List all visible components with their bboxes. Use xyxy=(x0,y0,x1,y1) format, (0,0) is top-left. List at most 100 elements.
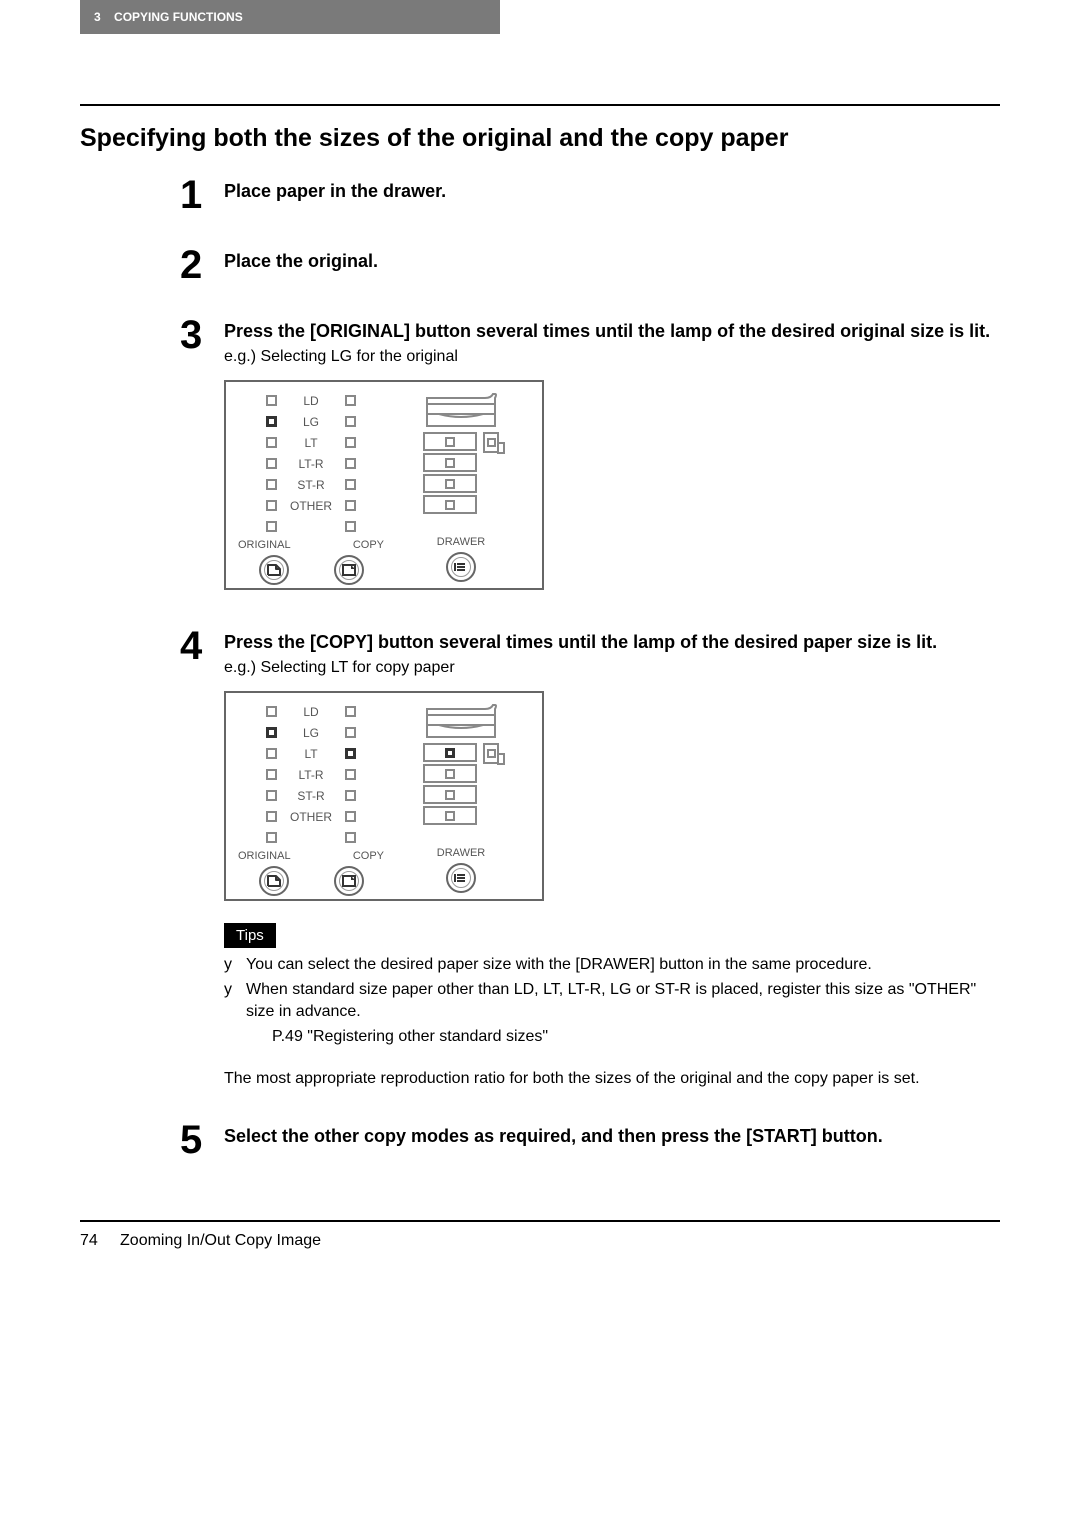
drawer-lamp xyxy=(445,500,455,510)
original-lamp xyxy=(266,727,277,738)
drawer-lamp xyxy=(445,479,455,489)
copy-lamp xyxy=(345,706,356,717)
step-title: Place the original. xyxy=(224,249,1000,274)
size-row: LT xyxy=(236,432,386,453)
drawer-button xyxy=(446,863,476,893)
bottom-rule xyxy=(80,1220,1000,1222)
page-number: 74 xyxy=(80,1232,98,1249)
size-label: LD xyxy=(287,394,335,408)
copy-lamp xyxy=(345,437,356,448)
step-title: Select the other copy modes as required,… xyxy=(224,1124,1000,1149)
drawer-tray xyxy=(423,453,477,472)
copy-lamp xyxy=(345,479,356,490)
drawer-lamp xyxy=(445,458,455,468)
tips-reference: P.49 "Registering other standard sizes" xyxy=(224,1026,1000,1048)
copy-lamp xyxy=(345,790,356,801)
size-row: LT-R xyxy=(236,453,386,474)
drawer-lamp xyxy=(445,769,455,779)
original-lamp xyxy=(266,458,277,469)
original-lamp xyxy=(266,395,277,406)
size-label: LT xyxy=(287,436,335,450)
control-panel: LD LG LT LT-R ST-R OTHER ORIGI xyxy=(224,380,544,590)
copier-icon xyxy=(421,701,501,739)
copy-lamp xyxy=(345,748,356,759)
original-lamp xyxy=(266,521,277,532)
original-lamp xyxy=(266,437,277,448)
drawer-tray xyxy=(423,785,477,804)
drawer-lamp xyxy=(445,748,455,758)
tips-item: yYou can select the desired paper size w… xyxy=(224,954,1000,976)
control-panel-diagram-1: LD LG LT LT-R ST-R OTHER ORIGI xyxy=(224,380,1000,590)
step-number: 2 xyxy=(180,245,224,285)
drawer-tray xyxy=(423,806,477,825)
chapter-title: COPYING FUNCTIONS xyxy=(114,10,243,24)
header-tab: 3 COPYING FUNCTIONS xyxy=(80,0,500,34)
original-column-label: ORIGINAL xyxy=(238,850,291,862)
step-2: 2 Place the original. xyxy=(80,245,1000,285)
copy-lamp xyxy=(345,521,356,532)
original-lamp xyxy=(266,500,277,511)
bullet: y xyxy=(224,979,246,1024)
size-row: OTHER xyxy=(236,495,386,516)
size-label: ST-R xyxy=(287,478,335,492)
drawer-tray xyxy=(423,743,477,762)
copy-lamp xyxy=(345,832,356,843)
original-lamp xyxy=(266,479,277,490)
copy-lamp xyxy=(345,458,356,469)
drawer-button xyxy=(446,552,476,582)
original-button xyxy=(259,866,289,896)
bypass-tray xyxy=(483,743,499,764)
step-title: Press the [ORIGINAL] button several time… xyxy=(224,319,1000,344)
section-title: Specifying both the sizes of the origina… xyxy=(80,124,1000,153)
original-lamp xyxy=(266,811,277,822)
bypass-lamp xyxy=(487,438,496,447)
drawer-tray xyxy=(423,495,477,514)
copy-lamp xyxy=(345,395,356,406)
original-lamp xyxy=(266,790,277,801)
size-row: ST-R xyxy=(236,785,386,806)
original-lamp xyxy=(266,706,277,717)
size-row: LT xyxy=(236,743,386,764)
bullet: y xyxy=(224,954,246,976)
original-lamp xyxy=(266,832,277,843)
size-row-blank xyxy=(236,516,386,537)
original-button xyxy=(259,555,289,585)
step-title: Press the [COPY] button several times un… xyxy=(224,630,1000,655)
copy-button xyxy=(334,555,364,585)
step-number: 4 xyxy=(180,626,224,1090)
size-label: ST-R xyxy=(287,789,335,803)
footer: 74 Zooming In/Out Copy Image xyxy=(80,1232,1000,1250)
copy-button xyxy=(334,866,364,896)
page-footer-title: Zooming In/Out Copy Image xyxy=(120,1232,321,1249)
step-1: 1 Place paper in the drawer. xyxy=(80,175,1000,215)
step-4: 4 Press the [COPY] button several times … xyxy=(80,626,1000,1090)
original-lamp xyxy=(266,769,277,780)
copy-lamp xyxy=(345,500,356,511)
tips-label: Tips xyxy=(224,923,276,948)
drawer-tray xyxy=(423,474,477,493)
original-lamp xyxy=(266,416,277,427)
size-label: LT-R xyxy=(287,457,335,471)
size-label: LT xyxy=(287,747,335,761)
drawer-column-label: DRAWER xyxy=(437,847,485,859)
size-label: LT-R xyxy=(287,768,335,782)
copy-lamp xyxy=(345,416,356,427)
drawer-tray xyxy=(423,764,477,783)
bypass-lamp xyxy=(487,749,496,758)
control-panel-diagram-2: LD LG LT LT-R ST-R OTHER ORIGI xyxy=(224,691,1000,901)
tips-text: When standard size paper other than LD, … xyxy=(246,979,1000,1024)
size-row: ST-R xyxy=(236,474,386,495)
step-subtitle: e.g.) Selecting LT for copy paper xyxy=(224,659,1000,677)
copy-lamp xyxy=(345,727,356,738)
size-label: LG xyxy=(287,415,335,429)
step-5: 5 Select the other copy modes as require… xyxy=(80,1120,1000,1160)
size-label: LG xyxy=(287,726,335,740)
tips-text: You can select the desired paper size wi… xyxy=(246,954,872,976)
copy-column-label: COPY xyxy=(353,850,384,862)
original-column-label: ORIGINAL xyxy=(238,539,291,551)
drawer-column-label: DRAWER xyxy=(437,536,485,548)
step-number: 3 xyxy=(180,315,224,596)
original-lamp xyxy=(266,748,277,759)
copy-lamp xyxy=(345,811,356,822)
size-label: LD xyxy=(287,705,335,719)
